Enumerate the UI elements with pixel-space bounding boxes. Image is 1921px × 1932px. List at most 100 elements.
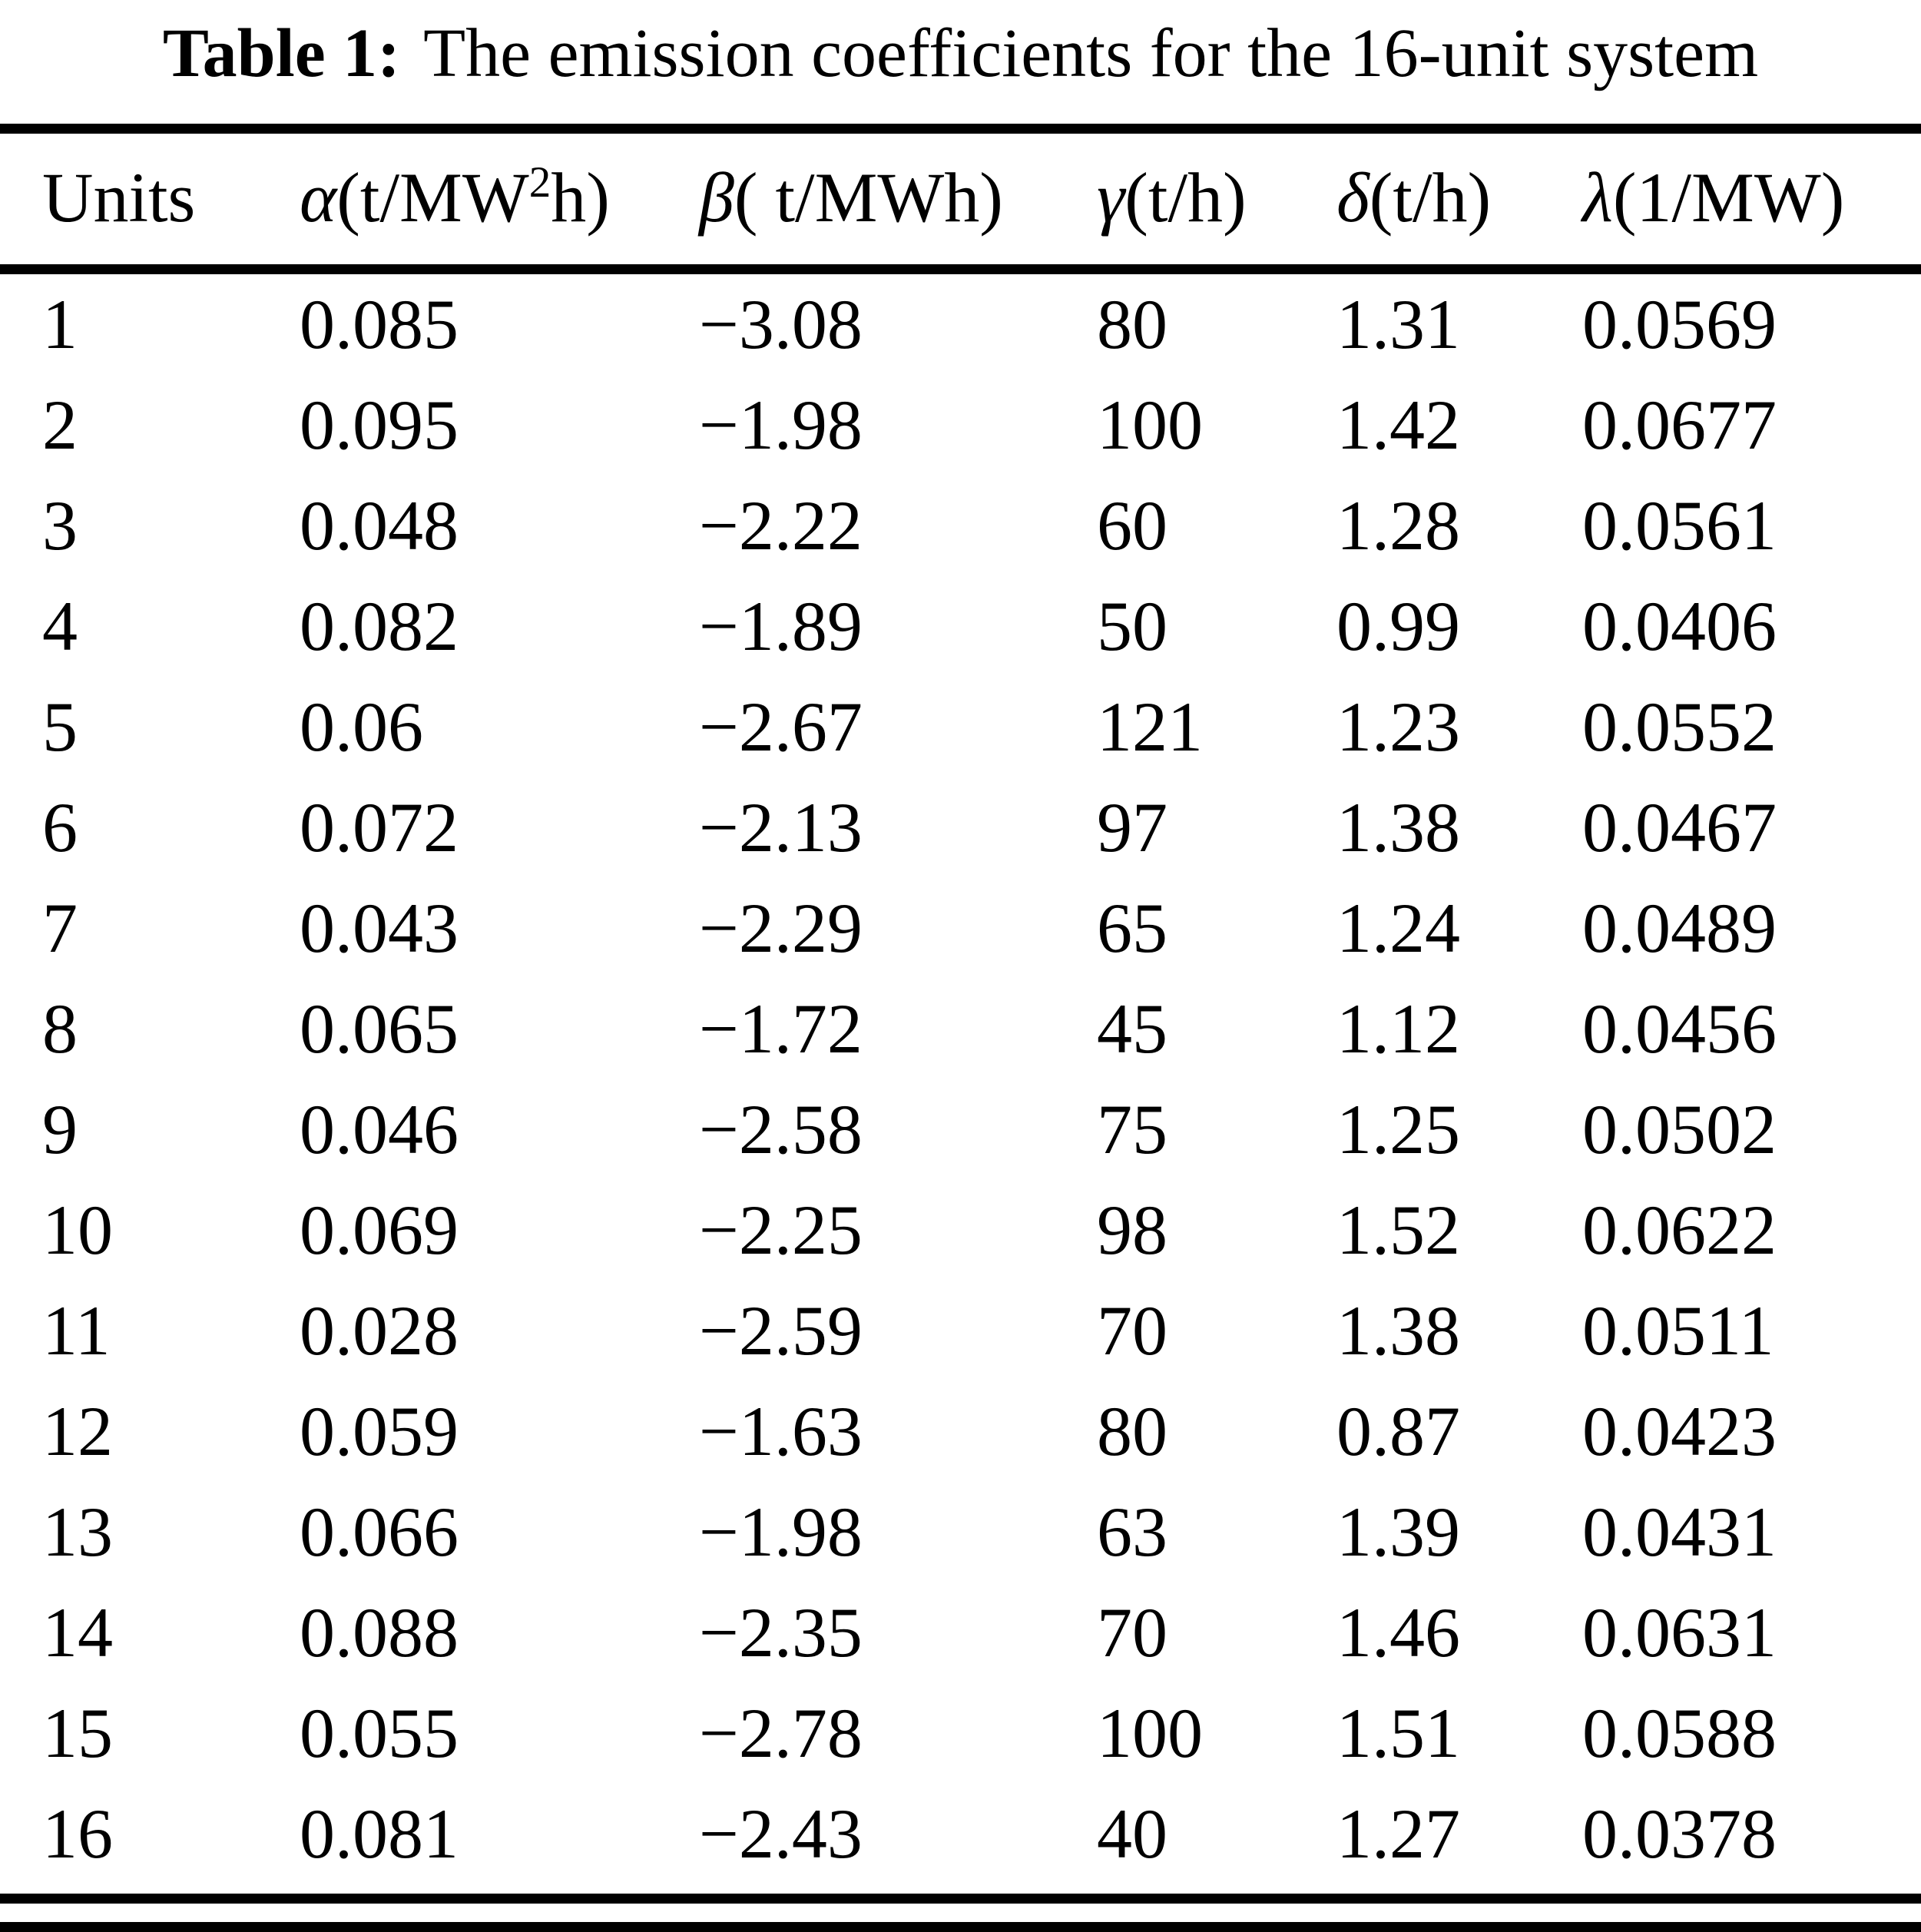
table-caption-text: The emission coefficients for the 16-uni… xyxy=(423,15,1759,91)
cell-gamma: 98 xyxy=(1097,1191,1168,1269)
cell-beta: −2.29 xyxy=(699,889,863,967)
cell-gamma: 100 xyxy=(1097,1694,1203,1772)
table-row: 13 0.066 −1.98 63 1.39 0.0431 xyxy=(0,1482,1921,1582)
cell-gamma: 75 xyxy=(1097,1090,1168,1168)
lambda-symbol: λ xyxy=(1582,157,1613,237)
cell-beta: −1.98 xyxy=(699,1493,863,1571)
alpha-unit-pre: (t/MW xyxy=(336,157,529,237)
table-row: 14 0.088 −2.35 70 1.46 0.0631 xyxy=(0,1582,1921,1683)
cell-alpha: 0.095 xyxy=(300,386,459,464)
cell-alpha: 0.072 xyxy=(300,788,459,867)
cell-delta: 1.24 xyxy=(1336,889,1460,967)
cell-unit: 16 xyxy=(42,1794,113,1873)
col-header-beta: β( t/MWh) xyxy=(657,128,1055,274)
cell-delta: 1.51 xyxy=(1336,1694,1460,1772)
cell-delta: 1.25 xyxy=(1336,1090,1460,1168)
cell-unit: 6 xyxy=(42,788,78,867)
cell-unit: 11 xyxy=(42,1291,111,1370)
cell-beta: −1.63 xyxy=(699,1392,863,1470)
cell-alpha: 0.088 xyxy=(300,1593,459,1672)
cell-lambda: 0.0406 xyxy=(1582,587,1777,665)
cell-unit: 14 xyxy=(42,1593,113,1672)
cell-alpha: 0.069 xyxy=(300,1191,459,1269)
table-row: 4 0.082 −1.89 50 0.99 0.0406 xyxy=(0,576,1921,677)
cell-gamma: 45 xyxy=(1097,989,1168,1068)
cell-lambda: 0.0622 xyxy=(1582,1191,1777,1269)
table-header: Units α(t/MW2h) β( t/MWh) γ(t/h) δ(t/h) … xyxy=(0,128,1921,274)
cell-delta: 1.39 xyxy=(1336,1493,1460,1571)
cell-gamma: 40 xyxy=(1097,1794,1168,1873)
cell-gamma: 60 xyxy=(1097,486,1168,565)
cell-gamma: 63 xyxy=(1097,1493,1168,1571)
alpha-unit-superscript: 2 xyxy=(528,158,551,207)
cell-beta: −2.43 xyxy=(699,1794,863,1873)
table-caption-label: Table 1: xyxy=(162,15,401,91)
cell-beta: −1.89 xyxy=(699,587,863,665)
table-row: 16 0.081 −2.43 40 1.27 0.0378 xyxy=(0,1784,1921,1884)
cell-beta: −1.72 xyxy=(699,989,863,1068)
alpha-symbol: α xyxy=(300,157,337,237)
header-row: Units α(t/MW2h) β( t/MWh) γ(t/h) δ(t/h) … xyxy=(0,128,1921,274)
cell-delta: 1.27 xyxy=(1336,1794,1460,1873)
cell-gamma: 80 xyxy=(1097,285,1168,363)
cell-unit: 12 xyxy=(42,1392,113,1470)
bottom-rule-1 xyxy=(0,1893,1921,1904)
beta-unit: ( t/MWh) xyxy=(734,157,1003,237)
cell-gamma: 70 xyxy=(1097,1593,1168,1672)
table-row: 12 0.059 −1.63 80 0.87 0.0423 xyxy=(0,1381,1921,1482)
table-row: 3 0.048 −2.22 60 1.28 0.0561 xyxy=(0,476,1921,576)
cell-unit: 7 xyxy=(42,889,78,967)
cell-lambda: 0.0489 xyxy=(1582,889,1777,967)
cell-alpha: 0.06 xyxy=(300,688,423,766)
cell-lambda: 0.0552 xyxy=(1582,688,1777,766)
cell-gamma: 97 xyxy=(1097,788,1168,867)
gamma-unit: (t/h) xyxy=(1124,157,1247,237)
cell-beta: −2.35 xyxy=(699,1593,863,1672)
cell-delta: 1.12 xyxy=(1336,989,1460,1068)
cell-lambda: 0.0378 xyxy=(1582,1794,1777,1873)
table-row: 2 0.095 −1.98 100 1.42 0.0677 xyxy=(0,375,1921,476)
table-row: 11 0.028 −2.59 70 1.38 0.0511 xyxy=(0,1281,1921,1381)
cell-delta: 0.99 xyxy=(1336,587,1460,665)
cell-delta: 1.31 xyxy=(1336,285,1460,363)
cell-beta: −2.67 xyxy=(699,688,863,766)
cell-gamma: 65 xyxy=(1097,889,1168,967)
col-header-delta: δ(t/h) xyxy=(1294,128,1540,274)
cell-lambda: 0.0431 xyxy=(1582,1493,1777,1571)
cell-unit: 15 xyxy=(42,1694,113,1772)
cell-alpha: 0.065 xyxy=(300,989,459,1068)
cell-lambda: 0.0677 xyxy=(1582,386,1777,464)
table-row: 8 0.065 −1.72 45 1.12 0.0456 xyxy=(0,979,1921,1079)
cell-unit: 5 xyxy=(42,688,78,766)
bottom-rule-2 xyxy=(0,1921,1921,1932)
cell-unit: 2 xyxy=(42,386,78,464)
cell-gamma: 50 xyxy=(1097,587,1168,665)
table-row: 1 0.085 −3.08 80 1.31 0.0569 xyxy=(0,269,1921,375)
cell-unit: 9 xyxy=(42,1090,78,1168)
table-body: 1 0.085 −3.08 80 1.31 0.0569 2 0.095 −1.98 100 1.4… xyxy=(0,269,1921,1884)
cell-beta: −2.22 xyxy=(699,486,863,565)
cell-beta: −1.98 xyxy=(699,386,863,464)
cell-unit: 4 xyxy=(42,587,78,665)
cell-beta: −2.59 xyxy=(699,1291,863,1370)
cell-lambda: 0.0631 xyxy=(1582,1593,1777,1672)
table-row: 6 0.072 −2.13 97 1.38 0.0467 xyxy=(0,777,1921,878)
cell-alpha: 0.048 xyxy=(300,486,459,565)
cell-delta: 1.38 xyxy=(1336,788,1460,867)
lambda-unit: (1/MW) xyxy=(1612,157,1845,237)
cell-delta: 1.52 xyxy=(1336,1191,1460,1269)
cell-gamma: 121 xyxy=(1097,688,1203,766)
table-bottom-rules xyxy=(0,1893,1921,1932)
cell-delta: 1.38 xyxy=(1336,1291,1460,1370)
cell-alpha: 0.055 xyxy=(300,1694,459,1772)
col-header-gamma: γ(t/h) xyxy=(1055,128,1294,274)
delta-unit: (t/h) xyxy=(1369,157,1492,237)
cell-gamma: 70 xyxy=(1097,1291,1168,1370)
table-row: 7 0.043 −2.29 65 1.24 0.0489 xyxy=(0,878,1921,979)
cell-gamma: 80 xyxy=(1097,1392,1168,1470)
cell-unit: 8 xyxy=(42,989,78,1068)
cell-lambda: 0.0467 xyxy=(1582,788,1777,867)
col-header-lambda: λ(1/MW) xyxy=(1540,128,1921,274)
cell-delta: 1.28 xyxy=(1336,486,1460,565)
cell-beta: −3.08 xyxy=(699,285,863,363)
